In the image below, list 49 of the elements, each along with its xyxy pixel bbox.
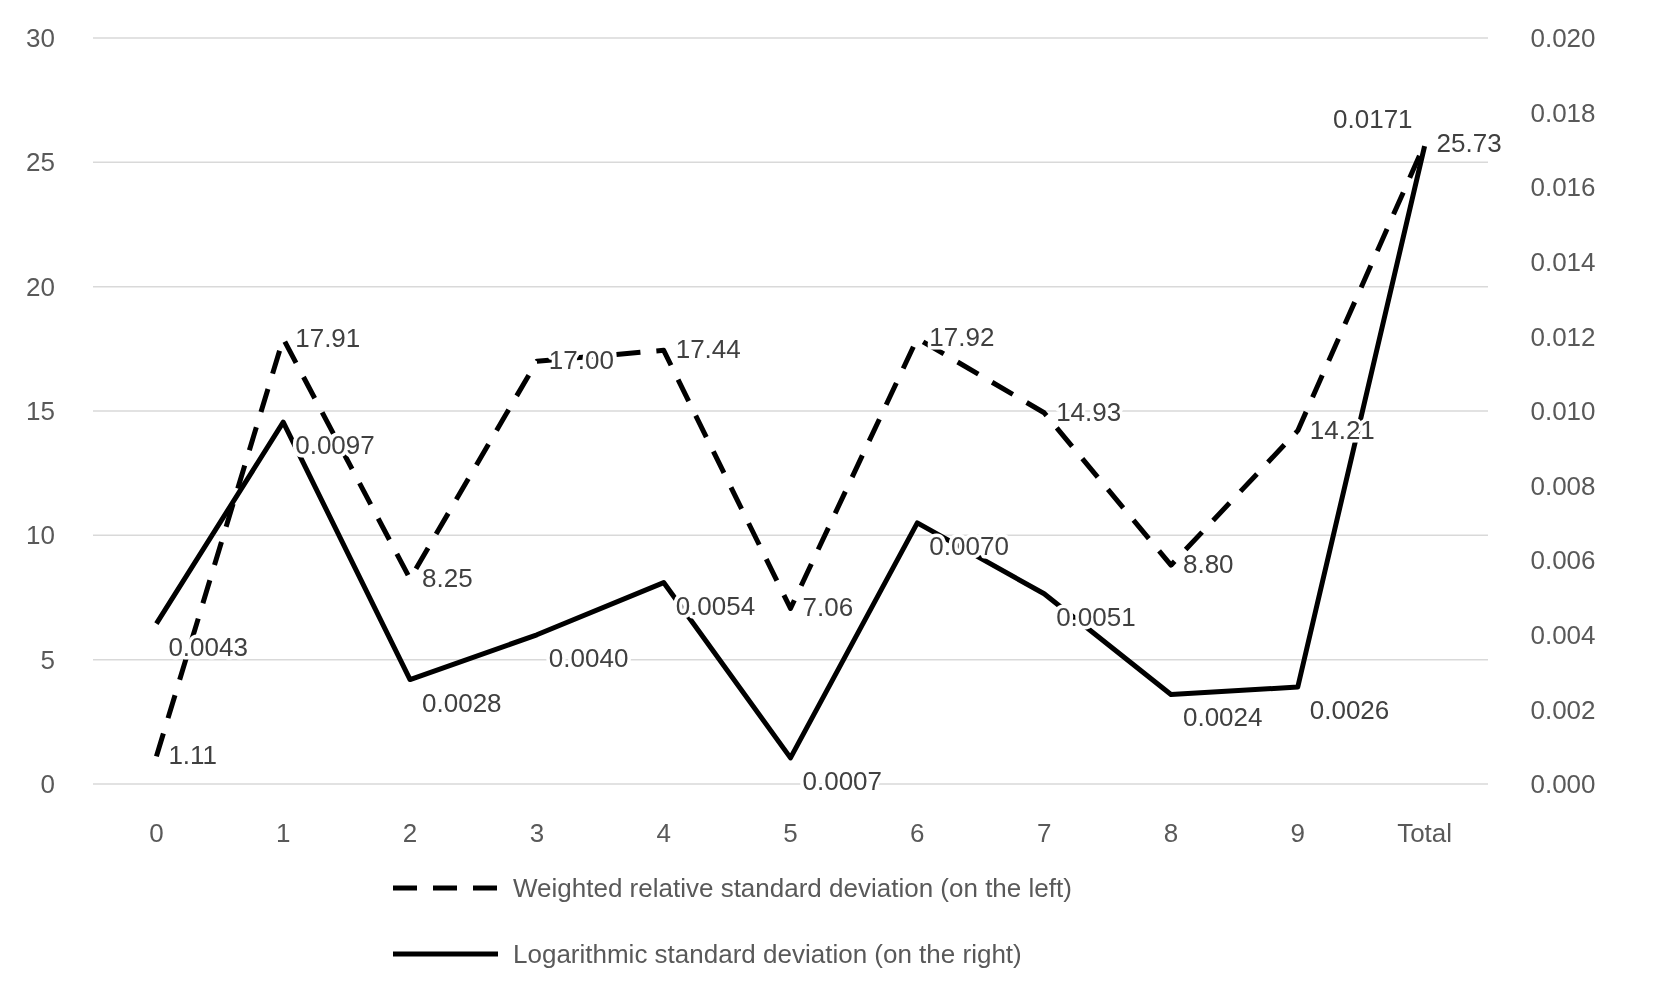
y-tick-label: 25 (26, 147, 55, 178)
y2-tick-label: 0.016 (1530, 172, 1596, 203)
data-label: 25.73 (1436, 128, 1502, 159)
x-tick-label: 0 (149, 818, 164, 848)
y2-tick-label: 0.002 (1530, 694, 1596, 725)
y2-tick-label: 0.000 (1530, 769, 1596, 800)
y-tick-label: 10 (26, 520, 55, 551)
data-label: 1.11 (168, 740, 218, 771)
data-label: 0.0040 (548, 642, 629, 673)
x-tick-label: 7 (1036, 818, 1052, 848)
x-tick-label: 5 (783, 818, 798, 848)
data-label: 0.0007 (802, 765, 883, 796)
y-tick-label: 0 (40, 769, 55, 800)
data-label: 17.92 (929, 322, 995, 353)
y-tick-label: 5 (40, 644, 55, 675)
data-label: 8.80 (1182, 549, 1234, 580)
y2-tick-label: 0.014 (1530, 246, 1596, 277)
y-tick-label: 20 (26, 271, 55, 302)
data-label: 14.93 (1056, 396, 1122, 427)
y2-tick-label: 0.008 (1530, 470, 1596, 501)
data-label: 17.00 (548, 345, 614, 376)
data-label: 0.0171 (1333, 104, 1413, 135)
y2-tick-label: 0.018 (1530, 97, 1596, 128)
x-tick-label: Total (1397, 818, 1453, 848)
y-tick-label: 15 (26, 396, 55, 427)
x-tick-label: 4 (656, 818, 671, 848)
data-label: 17.91 (295, 322, 361, 353)
data-label: 17.44 (675, 334, 741, 365)
legend-label: Logarithmic standard deviation (on the right) (513, 939, 1022, 970)
x-tick-label: 6 (910, 818, 925, 848)
legend-label: Weighted relative standard deviation (on the left) (513, 873, 1072, 904)
y2-tick-label: 0.012 (1530, 321, 1596, 352)
x-tick-label: 1 (275, 818, 291, 848)
data-label: 0.0024 (1182, 702, 1263, 733)
data-label: 0.0026 (1309, 695, 1390, 726)
y2-tick-label: 0.020 (1530, 23, 1596, 54)
y-tick-label: 30 (26, 23, 55, 54)
data-label: 0.0043 (168, 631, 248, 662)
x-tick-label: 8 (1163, 818, 1179, 848)
y2-tick-label: 0.004 (1530, 619, 1596, 650)
data-label: 8.25 (422, 562, 473, 593)
data-label: 0.0097 (295, 430, 375, 461)
data-label: 7.06 (802, 592, 854, 623)
x-tick-label: 2 (402, 818, 418, 848)
y2-tick-label: 0.010 (1530, 396, 1596, 427)
x-tick-label: 3 (529, 818, 545, 848)
x-tick-label: 9 (1290, 818, 1306, 848)
data-label: 0.0028 (422, 687, 502, 718)
y2-tick-label: 0.006 (1530, 545, 1596, 576)
